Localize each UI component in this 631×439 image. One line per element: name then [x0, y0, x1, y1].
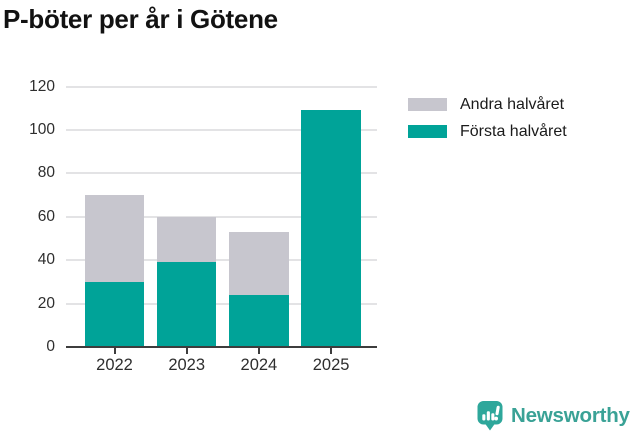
chart-title: P-böter per år i Götene [3, 4, 278, 34]
bar-2022-second-half [84, 195, 145, 282]
legend-label: Första halvåret [460, 122, 567, 140]
x-axis-tick [185, 348, 188, 354]
legend-item-1: Första halvåret [408, 118, 567, 145]
x-axis-tick [113, 348, 116, 354]
y-axis-tick-label: 60 [37, 207, 55, 225]
newsworthy-attribution-link[interactable]: Newsworthy [476, 400, 630, 432]
bar-2025-first-half [301, 110, 361, 347]
x-axis-tick [330, 348, 333, 354]
gridline-y-60 [66, 215, 377, 218]
y-axis-tick-label: 40 [37, 251, 55, 269]
bar-2024-first-half [229, 294, 289, 347]
gridline-y-100 [66, 129, 377, 131]
y-axis-tick-label: 80 [37, 164, 55, 182]
legend: Andra halvåret Första halvåret [408, 91, 567, 145]
legend-label: Andra halvåret [460, 95, 565, 113]
gridline-y-120 [66, 85, 377, 88]
legend-swatch [408, 98, 447, 111]
legend-swatch [408, 125, 447, 138]
y-axis-tick-label: 0 [46, 338, 55, 355]
logo-bars-glyph [482, 405, 500, 421]
gridline-y-40 [66, 259, 377, 262]
bar-2023-first-half [156, 262, 217, 347]
gridline-y-80 [66, 172, 377, 175]
x-axis-tick-label: 2024 [240, 356, 278, 374]
brand-wordmark: Newsworthy [511, 404, 630, 427]
x-axis-tick-label: 2023 [168, 356, 206, 374]
y-axis-tick-label: 20 [37, 294, 55, 312]
x-axis-tick-label: 2025 [312, 356, 350, 374]
newsworthy-logo-icon [477, 401, 503, 431]
bar-2022-first-half [84, 281, 145, 347]
x-axis-tick-label: 2022 [96, 356, 133, 374]
bar-2024-second-half [229, 231, 289, 295]
x-axis-tick [257, 348, 260, 354]
y-axis-tick-label: 120 [29, 77, 55, 95]
gridline-y-20 [66, 302, 377, 305]
bar-2023-second-half [156, 216, 217, 263]
y-axis-tick-label: 100 [29, 121, 55, 138]
legend-item-0: Andra halvåret [408, 91, 567, 118]
x-axis-line [66, 346, 377, 348]
